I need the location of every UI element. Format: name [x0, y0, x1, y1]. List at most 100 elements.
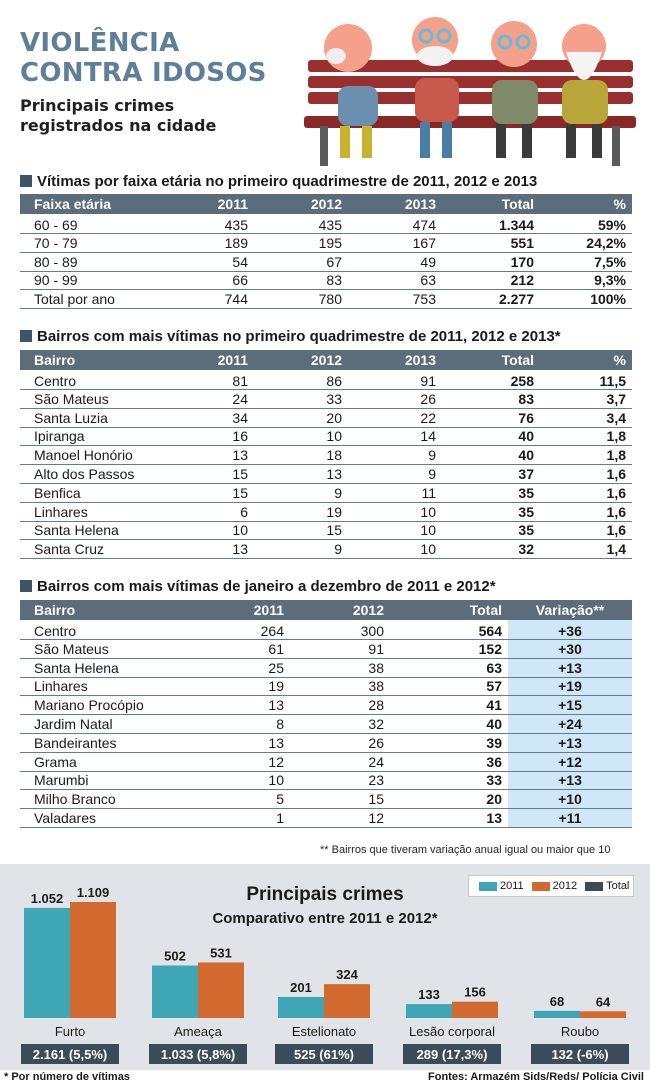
elderly-bench-illustration [304, 17, 636, 166]
age-range-table: Faixa etária 2011 2012 2013 Total % 60 -… [20, 194, 632, 310]
elder-3 [491, 21, 538, 158]
table-row: Santa Luzia 34 20 22 76 3,4 [20, 408, 632, 428]
table-cell: Centro [20, 370, 160, 390]
table-cell: 23 [290, 771, 390, 791]
total-box [275, 1044, 373, 1064]
col-header: Total [390, 600, 508, 620]
table-cell: Valadares [20, 808, 190, 828]
table-row: 80 - 89 54 67 49 170 7,5% [20, 252, 632, 272]
legend-item: Total [585, 880, 629, 892]
table-body: Centro 81 86 91 258 11,5 São Mateus 24 33 26 83 3,7… [20, 370, 632, 560]
col-header: Faixa etária [20, 194, 160, 214]
table-cell: 2.277 [442, 289, 540, 310]
table-cell: 40 [442, 427, 540, 447]
col-header: 2011 [160, 194, 254, 214]
table-cell: 1,8 [540, 445, 632, 466]
table-row: Mariano Procópio 13 28 41 +15 [20, 695, 632, 716]
table-cell: 10 [348, 502, 442, 522]
table-cell: 10 [348, 521, 442, 541]
chart-subtitle: Comparativo entre 2011 e 2012* [212, 910, 438, 927]
table-row: Total por ano 744 780 753 2.277 100% [20, 289, 632, 310]
legend-label: Total [606, 880, 630, 892]
table-cell: 14 [348, 427, 442, 447]
square-bullet-icon [20, 175, 32, 187]
table-body: 60 - 69 435 435 474 1.344 59% 70 - 79 189 195 167… [20, 214, 632, 310]
bar-value-label: 64 [596, 994, 611, 1009]
table2-title: Bairros com mais vítimas no primeiro qua… [20, 328, 561, 345]
table-cell: 32 [442, 539, 540, 560]
table-cell: 744 [160, 289, 254, 310]
table-cell: 10 [254, 427, 348, 447]
col-header: 2013 [348, 350, 442, 370]
table-cell: 12 [290, 808, 390, 828]
table-cell: 15 [290, 789, 390, 810]
table3-title: Bairros com mais vítimas de janeiro a de… [20, 578, 496, 595]
table-cell: São Mateus [20, 389, 160, 409]
category-label: Roubo [561, 1024, 599, 1039]
col-header: 2013 [348, 194, 442, 214]
table-cell: 1,8 [540, 427, 632, 447]
table-cell: 33 [254, 389, 348, 409]
table-cell: 26 [290, 733, 390, 753]
table-cell: 57 [390, 677, 508, 697]
table-cell: 60 - 69 [20, 214, 160, 234]
table-cell: +13 [508, 771, 632, 791]
table-cell: 35 [442, 502, 540, 522]
col-header: Total [442, 194, 540, 214]
table-cell: 41 [390, 695, 508, 716]
table-cell: 167 [348, 233, 442, 253]
table-cell: 86 [254, 370, 348, 390]
table-cell: 1,6 [540, 483, 632, 503]
chart-legend: 2011 2012 Total [468, 875, 634, 897]
category-label: Lesão corporal [409, 1024, 495, 1039]
table-cell: Santa Cruz [20, 539, 160, 560]
table-cell: Santa Helena [20, 658, 190, 678]
total-label: 1.033 (5,8%) [161, 1047, 235, 1062]
table-cell: Linhares [20, 677, 190, 697]
legend-swatch [531, 881, 550, 891]
table-cell: 19 [254, 502, 348, 522]
table-header-row: Bairro 2011 2012 Total Variação** [20, 600, 632, 620]
table-cell: +10 [508, 789, 632, 810]
table-cell: 7,5% [540, 252, 632, 272]
bar-value-label: 324 [336, 967, 358, 982]
variation-footnote: ** Bairros que tiveram variação anual ig… [320, 844, 611, 856]
table-cell: 13 [190, 695, 290, 716]
table-cell: 212 [442, 271, 540, 291]
square-bullet-icon [20, 580, 32, 592]
table-cell: 9,3% [540, 271, 632, 291]
bar-2011-1 [152, 965, 198, 1018]
total-box [403, 1044, 501, 1064]
table-cell: 19 [190, 677, 290, 697]
title-line-1: VIOLÊNCIA [20, 28, 180, 58]
table-cell: 11,5 [540, 370, 632, 390]
legend-label: 2011 [500, 880, 524, 892]
table-cell: 24 [160, 389, 254, 409]
table-cell: 435 [254, 214, 348, 234]
bar-2012-4 [580, 1011, 626, 1018]
table-cell: 16 [160, 427, 254, 447]
table-cell: 40 [442, 445, 540, 466]
table-cell: 35 [442, 521, 540, 541]
table-cell: 9 [348, 464, 442, 484]
table-cell: 61 [190, 639, 290, 659]
table-row: 90 - 99 66 83 63 212 9,3% [20, 271, 632, 291]
table-cell: 83 [442, 389, 540, 409]
legend-label: 2012 [552, 880, 578, 892]
table-cell: 91 [290, 639, 390, 659]
category-label: Estelionato [292, 1024, 356, 1039]
table-row: Ipiranga 16 10 14 40 1,8 [20, 427, 632, 447]
table-cell: 49 [348, 252, 442, 272]
col-header: 2012 [290, 600, 390, 620]
table-cell: 8 [190, 714, 290, 734]
table-cell: Total por ano [20, 289, 160, 310]
table-row: Benfica 15 9 11 35 1,6 [20, 483, 632, 503]
elder-1 [324, 24, 378, 158]
table-cell: 3,7 [540, 389, 632, 409]
table-row: Milho Branco 5 15 20 +10 [20, 789, 632, 810]
table-cell: 83 [254, 271, 348, 291]
table-cell: 25 [190, 658, 290, 678]
table-cell: 37 [442, 464, 540, 484]
table-cell: 18 [254, 445, 348, 466]
page-subtitle: Principais crimes registrados na cidade [20, 96, 310, 136]
